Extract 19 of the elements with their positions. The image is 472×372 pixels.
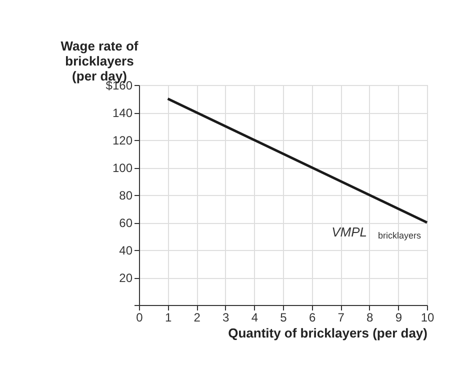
x-tick-label: 7 [338, 310, 345, 324]
y-tick-label: 60 [119, 216, 133, 230]
y-tick-label: 120 [112, 134, 133, 148]
x-tick-label: 8 [366, 310, 374, 324]
x-axis-title: Quantity of bricklayers (per day) [228, 326, 428, 340]
x-tick-label: 6 [308, 310, 316, 324]
x-tick-label: 4 [251, 310, 258, 324]
x-tick-label: 1 [164, 310, 172, 324]
x-tick-label: 0 [136, 310, 144, 324]
y-tick-label: 20 [119, 271, 133, 285]
y-tick-label: 140 [112, 106, 133, 120]
y-tick-label: 80 [119, 188, 133, 202]
x-tick-label: 9 [395, 310, 402, 324]
x-tick-label: 10 [420, 310, 434, 324]
x-tick-label: 2 [194, 310, 201, 324]
x-tick-label: 3 [222, 310, 230, 324]
y-tick-label: 100 [112, 161, 133, 175]
y-tick-label: 40 [119, 244, 133, 258]
x-tick-label: 5 [280, 310, 288, 324]
